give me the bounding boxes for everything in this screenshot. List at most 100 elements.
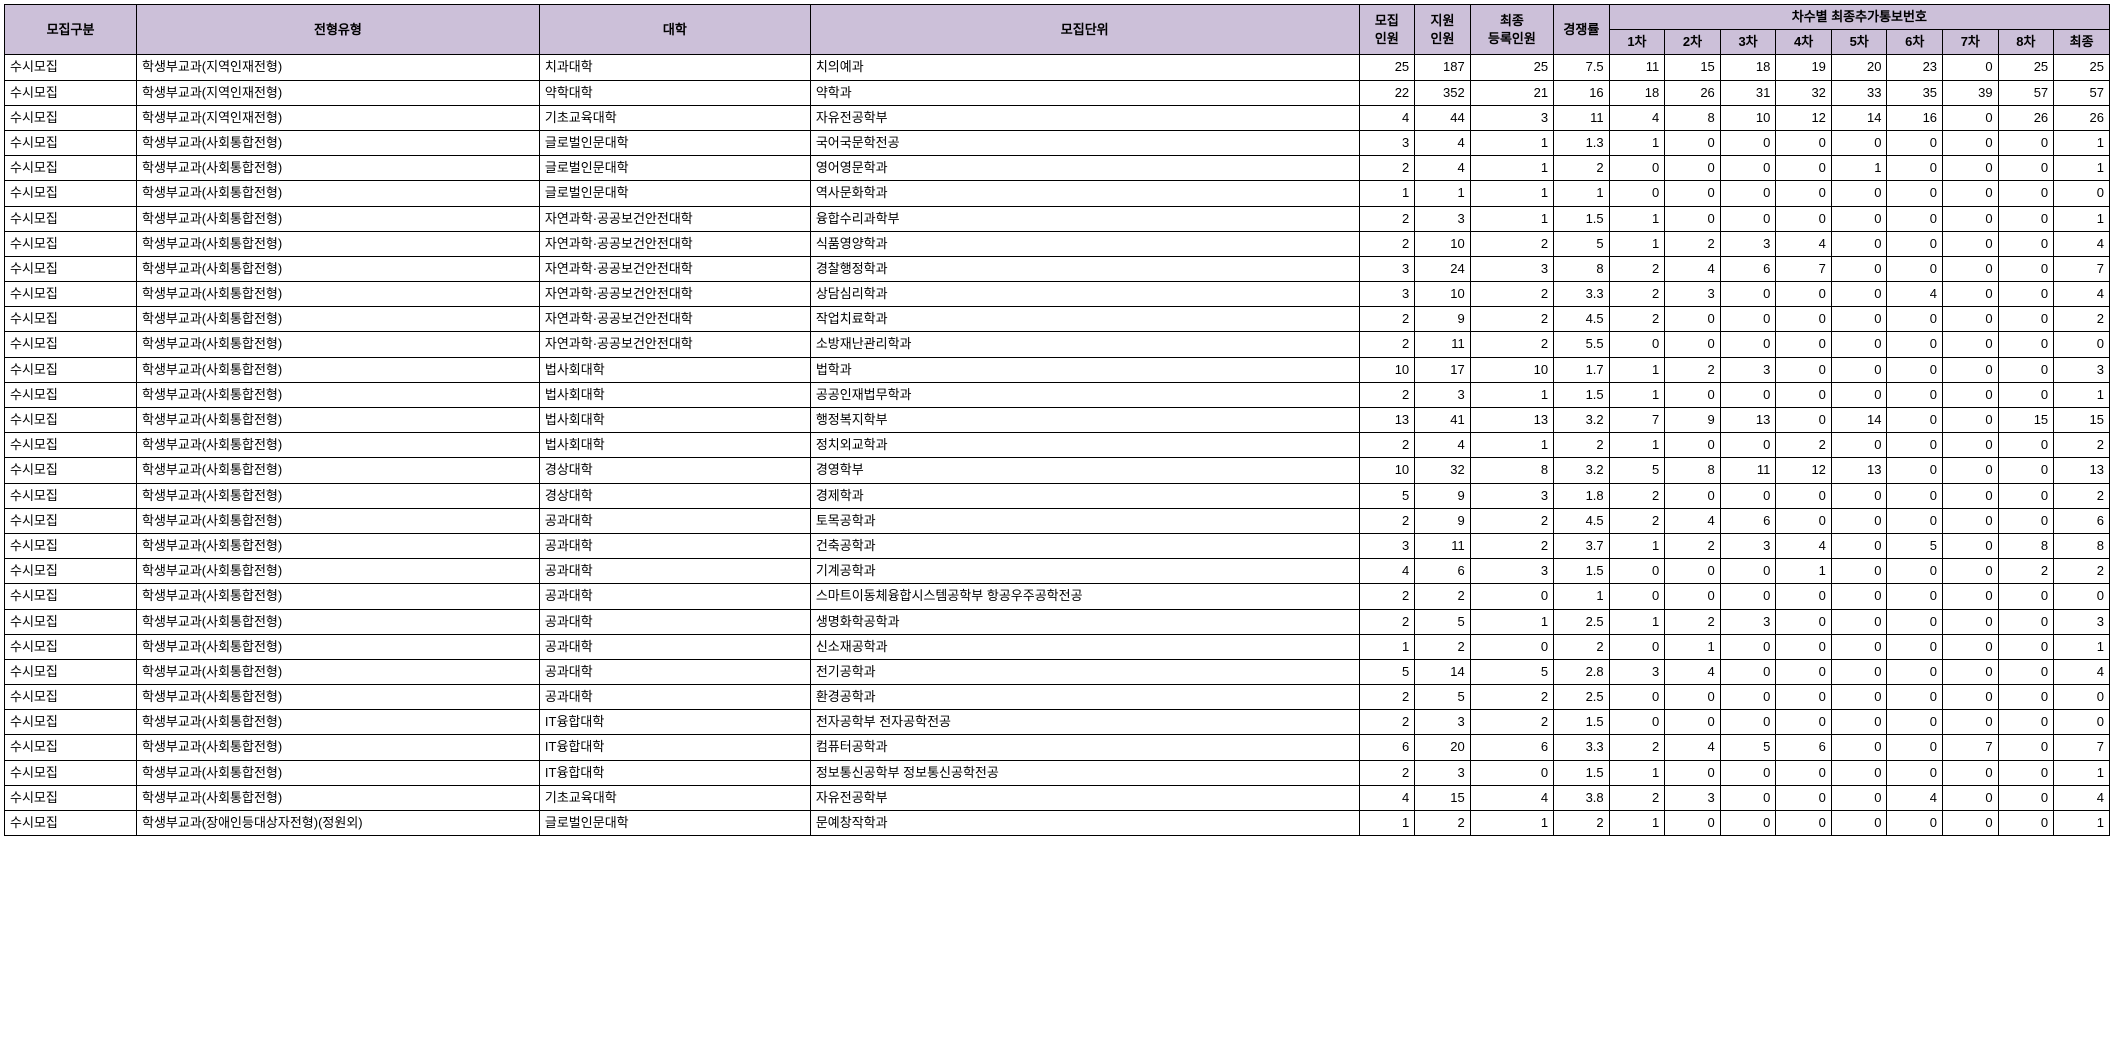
cell-competition: 3.3 <box>1554 735 1610 760</box>
cell-round-2: 0 <box>1665 382 1721 407</box>
cell-dept: 전자공학부 전자공학전공 <box>810 710 1359 735</box>
cell-round-3: 11 <box>1720 458 1776 483</box>
cell-round-3: 3 <box>1720 609 1776 634</box>
cell-apply: 1 <box>1415 181 1471 206</box>
cell-apply: 4 <box>1415 130 1471 155</box>
cell-enroll: 1 <box>1470 206 1553 231</box>
table-row: 수시모집학생부교과(사회통합전형)IT융합대학컴퓨터공학과62063.32456… <box>5 735 2110 760</box>
cell-enroll: 8 <box>1470 458 1553 483</box>
cell-recruit: 2 <box>1359 156 1415 181</box>
cell-category: 수시모집 <box>5 105 137 130</box>
cell-round-4: 19 <box>1776 55 1832 80</box>
cell-round-8: 0 <box>1998 231 2054 256</box>
cell-round-3: 0 <box>1720 130 1776 155</box>
cell-round-8: 0 <box>1998 382 2054 407</box>
cell-round-7: 0 <box>1943 130 1999 155</box>
cell-round-8: 8 <box>1998 533 2054 558</box>
cell-round-6: 0 <box>1887 332 1943 357</box>
cell-round-3: 0 <box>1720 433 1776 458</box>
cell-type: 학생부교과(사회통합전형) <box>136 458 539 483</box>
header-college: 대학 <box>539 5 810 55</box>
cell-round-5: 0 <box>1831 332 1887 357</box>
cell-round-4: 4 <box>1776 533 1832 558</box>
cell-round-5: 0 <box>1831 735 1887 760</box>
cell-category: 수시모집 <box>5 760 137 785</box>
cell-type: 학생부교과(장애인등대상자전형)(정원외) <box>136 811 539 836</box>
cell-apply: 11 <box>1415 533 1471 558</box>
cell-round-4: 0 <box>1776 408 1832 433</box>
cell-round-4: 1 <box>1776 559 1832 584</box>
cell-round-1: 18 <box>1609 80 1665 105</box>
cell-apply: 9 <box>1415 483 1471 508</box>
cell-college: 공과대학 <box>539 508 810 533</box>
table-row: 수시모집학생부교과(사회통합전형)경상대학경영학부103283.25811121… <box>5 458 2110 483</box>
cell-round-6: 0 <box>1887 811 1943 836</box>
cell-round-5: 0 <box>1831 760 1887 785</box>
cell-type: 학생부교과(사회통합전형) <box>136 156 539 181</box>
table-row: 수시모집학생부교과(사회통합전형)IT융합대학정보통신공학부 정보통신공학전공2… <box>5 760 2110 785</box>
cell-recruit: 10 <box>1359 357 1415 382</box>
cell-round-4: 6 <box>1776 735 1832 760</box>
cell-type: 학생부교과(사회통합전형) <box>136 256 539 281</box>
cell-round-7: 0 <box>1943 685 1999 710</box>
cell-round-9: 1 <box>2054 130 2110 155</box>
cell-competition: 2 <box>1554 156 1610 181</box>
header-category: 모집구분 <box>5 5 137 55</box>
cell-round-8: 0 <box>1998 685 2054 710</box>
cell-round-5: 14 <box>1831 105 1887 130</box>
cell-round-2: 0 <box>1665 130 1721 155</box>
cell-round-8: 0 <box>1998 156 2054 181</box>
cell-round-2: 8 <box>1665 105 1721 130</box>
cell-apply: 17 <box>1415 357 1471 382</box>
table-row: 수시모집학생부교과(사회통합전형)공과대학스마트이동체융합시스템공학부 항공우주… <box>5 584 2110 609</box>
cell-round-5: 0 <box>1831 307 1887 332</box>
table-row: 수시모집학생부교과(사회통합전형)법사회대학공공인재법무학과2311.51000… <box>5 382 2110 407</box>
cell-college: 공과대학 <box>539 559 810 584</box>
cell-dept: 공공인재법무학과 <box>810 382 1359 407</box>
cell-round-3: 31 <box>1720 80 1776 105</box>
cell-round-6: 35 <box>1887 80 1943 105</box>
cell-enroll: 2 <box>1470 282 1553 307</box>
cell-round-7: 7 <box>1943 735 1999 760</box>
cell-round-3: 0 <box>1720 332 1776 357</box>
cell-enroll: 3 <box>1470 559 1553 584</box>
cell-enroll: 2 <box>1470 685 1553 710</box>
cell-round-1: 1 <box>1609 811 1665 836</box>
cell-dept: 영어영문학과 <box>810 156 1359 181</box>
cell-college: 자연과학·공공보건안전대학 <box>539 206 810 231</box>
cell-type: 학생부교과(지역인재전형) <box>136 80 539 105</box>
cell-round-9: 0 <box>2054 584 2110 609</box>
cell-round-6: 0 <box>1887 382 1943 407</box>
cell-round-1: 2 <box>1609 735 1665 760</box>
cell-type: 학생부교과(사회통합전형) <box>136 634 539 659</box>
cell-college: 공과대학 <box>539 533 810 558</box>
cell-college: 경상대학 <box>539 483 810 508</box>
table-row: 수시모집학생부교과(지역인재전형)치과대학치의예과25187257.511151… <box>5 55 2110 80</box>
cell-category: 수시모집 <box>5 408 137 433</box>
cell-category: 수시모집 <box>5 130 137 155</box>
cell-apply: 3 <box>1415 382 1471 407</box>
cell-round-1: 1 <box>1609 206 1665 231</box>
header-department: 모집단위 <box>810 5 1359 55</box>
cell-college: 기초교육대학 <box>539 105 810 130</box>
cell-apply: 41 <box>1415 408 1471 433</box>
cell-category: 수시모집 <box>5 659 137 684</box>
cell-round-6: 0 <box>1887 508 1943 533</box>
cell-type: 학생부교과(사회통합전형) <box>136 382 539 407</box>
cell-round-1: 0 <box>1609 634 1665 659</box>
cell-round-9: 4 <box>2054 785 2110 810</box>
cell-college: 법사회대학 <box>539 357 810 382</box>
cell-round-9: 2 <box>2054 483 2110 508</box>
cell-round-6: 23 <box>1887 55 1943 80</box>
cell-round-2: 1 <box>1665 634 1721 659</box>
cell-dept: 신소재공학과 <box>810 634 1359 659</box>
cell-college: 공과대학 <box>539 685 810 710</box>
cell-round-3: 18 <box>1720 55 1776 80</box>
table-row: 수시모집학생부교과(사회통합전형)공과대학기계공학과4631.500010002… <box>5 559 2110 584</box>
cell-round-2: 4 <box>1665 735 1721 760</box>
table-row: 수시모집학생부교과(사회통합전형)공과대학전기공학과51452.83400000… <box>5 659 2110 684</box>
cell-competition: 5 <box>1554 231 1610 256</box>
cell-college: 자연과학·공공보건안전대학 <box>539 282 810 307</box>
cell-type: 학생부교과(사회통합전형) <box>136 181 539 206</box>
cell-dept: 경영학부 <box>810 458 1359 483</box>
